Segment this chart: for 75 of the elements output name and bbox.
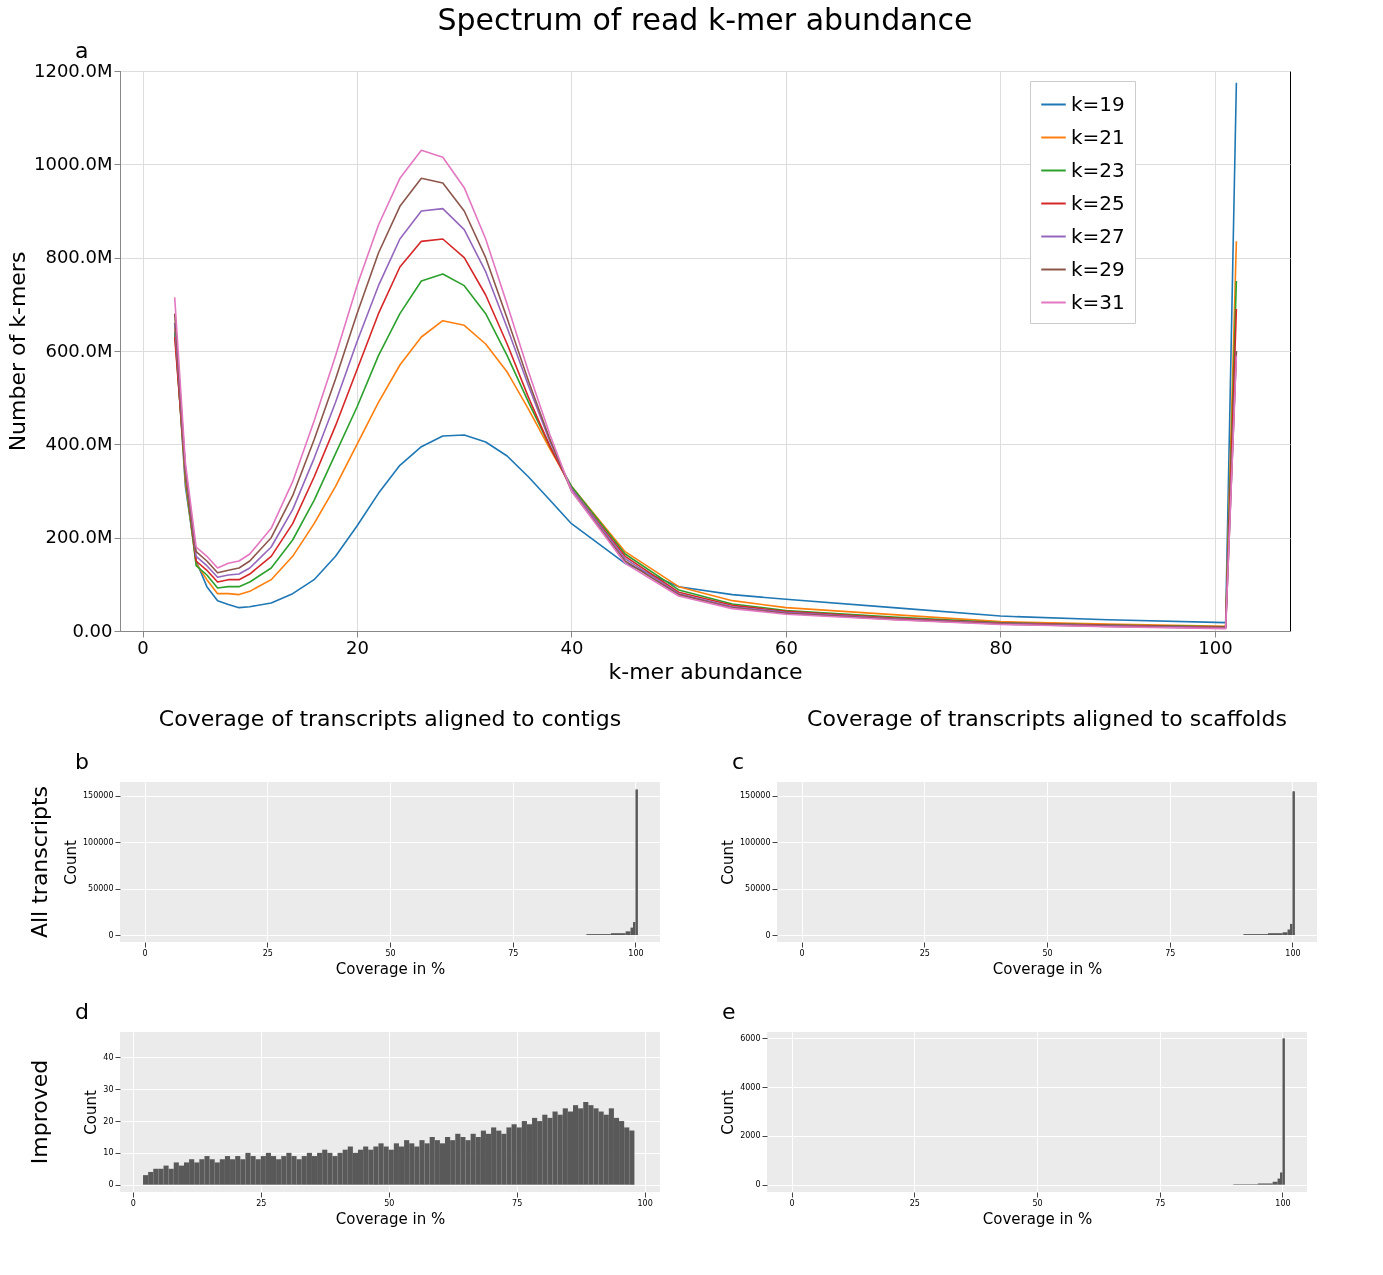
y-axis-title: Number of k-mers — [4, 251, 30, 452]
x-tick-label: 100 — [1275, 1198, 1291, 1208]
x-tick-label: 50 — [384, 1198, 395, 1208]
text: c — [732, 749, 745, 774]
y-tick-label: 400.0M — [45, 432, 113, 454]
y-tick-label: 800.0M — [45, 246, 113, 268]
legend-label: k=21 — [1071, 124, 1125, 149]
x-tick-label: 80 — [989, 636, 1013, 658]
y-tick-label: 150000 — [739, 791, 771, 801]
y-tick-label: 100000 — [82, 837, 114, 847]
legend-label: k=23 — [1071, 157, 1125, 182]
chart-title: Coverage of transcripts aligned to contigs — [158, 706, 622, 731]
y-tick-label: 50000 — [88, 884, 114, 894]
text: All transcripts — [27, 785, 52, 939]
x-tick-label: 0 — [789, 1198, 795, 1208]
text: d — [75, 999, 89, 1024]
x-tick-label: 0 — [142, 948, 148, 958]
y-tick-label: 150000 — [82, 791, 114, 801]
y-tick-label: 2000 — [740, 1131, 761, 1141]
y-tick-label: 0 — [765, 930, 771, 940]
x-tick-label: 25 — [262, 948, 273, 958]
y-tick-label: 4000 — [740, 1082, 761, 1092]
x-tick-label: 0 — [130, 1198, 136, 1208]
x-tick-label: 40 — [560, 636, 584, 658]
x-axis-title: Coverage in % — [335, 1209, 446, 1228]
y-tick-label: 100000 — [739, 837, 771, 847]
y-tick-label: 50000 — [745, 884, 771, 894]
x-tick-label: 100 — [637, 1198, 653, 1208]
x-tick-label: 100 — [1285, 948, 1301, 958]
legend-label: k=29 — [1071, 256, 1125, 281]
y-tick-label: 6000 — [740, 1033, 761, 1043]
y-tick-label: 10 — [103, 1148, 114, 1158]
x-tick-label: 50 — [1032, 1198, 1043, 1208]
y-tick-label: 200.0M — [45, 526, 113, 548]
x-axis-title: Coverage in % — [982, 1209, 1093, 1228]
x-tick-label: 75 — [512, 1198, 523, 1208]
x-tick-label: 50 — [1042, 948, 1053, 958]
y-axis-title: Count — [82, 1090, 101, 1135]
legend-label: k=25 — [1071, 190, 1125, 215]
y-tick-label: 1000.0M — [33, 152, 113, 174]
y-tick-label: 0 — [755, 1180, 761, 1190]
y-tick-label: 40 — [103, 1052, 114, 1062]
x-tick-label: 100 — [1198, 636, 1233, 658]
text: Improved — [27, 1059, 52, 1165]
x-tick-label: 0 — [799, 948, 805, 958]
chart-title: Spectrum of read k-mer abundance — [437, 2, 973, 37]
text: b — [75, 749, 89, 774]
y-tick-label: 30 — [103, 1084, 114, 1094]
x-tick-label: 75 — [508, 948, 519, 958]
y-axis-title: Count — [719, 1090, 738, 1135]
text: e — [722, 999, 736, 1024]
y-tick-label: 20 — [103, 1116, 114, 1126]
x-tick-label: 50 — [385, 948, 396, 958]
x-tick-label: 20 — [346, 636, 369, 658]
x-tick-label: 25 — [919, 948, 930, 958]
x-tick-label: 25 — [909, 1198, 920, 1208]
legend-label: k=27 — [1071, 223, 1125, 248]
x-tick-label: 75 — [1155, 1198, 1166, 1208]
legend-label: k=31 — [1071, 289, 1125, 314]
x-tick-label: 100 — [628, 948, 644, 958]
x-tick-label: 0 — [137, 636, 149, 658]
y-tick-label: 0.00 — [72, 619, 113, 641]
y-axis-title: Count — [718, 840, 737, 885]
x-tick-label: 75 — [1165, 948, 1176, 958]
x-axis-title: k-mer abundance — [608, 658, 803, 684]
x-tick-label: 60 — [775, 636, 798, 658]
y-tick-label: 0 — [108, 1180, 114, 1190]
x-axis-title: Coverage in % — [335, 959, 446, 978]
y-tick-label: 0 — [108, 930, 114, 940]
x-tick-label: 25 — [256, 1198, 267, 1208]
chart-title: Coverage of transcripts aligned to scaffolds — [807, 706, 1287, 731]
y-tick-label: 600.0M — [45, 339, 113, 361]
y-axis-title: Count — [61, 840, 80, 885]
x-axis-title: Coverage in % — [992, 959, 1103, 978]
legend-label: k=19 — [1071, 91, 1125, 116]
